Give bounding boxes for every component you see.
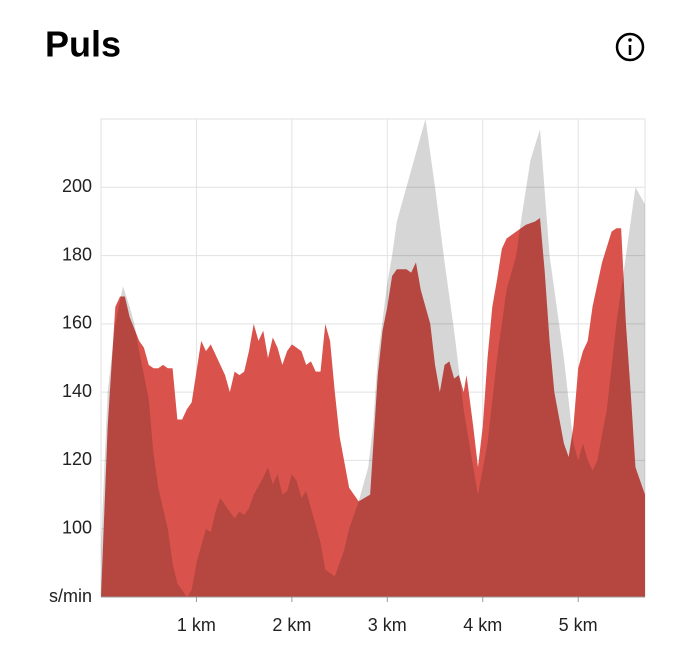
x-tick-label: 2 km: [272, 615, 311, 635]
info-dot: [628, 38, 632, 42]
x-tick-label: 3 km: [368, 615, 407, 635]
y-tick-label: 160: [62, 313, 92, 333]
y-tick-label: 200: [62, 176, 92, 196]
chart-title: Puls: [45, 24, 121, 65]
info-icon[interactable]: [615, 32, 645, 62]
x-tick-label: 4 km: [463, 615, 502, 635]
x-tick-label: 1 km: [177, 615, 216, 635]
y-tick-label: 180: [62, 244, 92, 264]
y-tick-label: 100: [62, 517, 92, 537]
y-tick-label: s/min: [49, 586, 92, 606]
area: [101, 119, 645, 597]
y-tick-label: 120: [62, 449, 92, 469]
y-tick-label: 140: [62, 381, 92, 401]
info-button[interactable]: [615, 32, 645, 62]
x-tick-label: 5 km: [559, 615, 598, 635]
